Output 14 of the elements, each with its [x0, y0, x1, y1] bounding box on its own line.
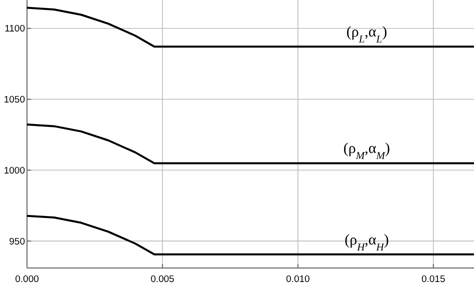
line-series	[26, 214, 474, 256]
annotation: (ρ$_{L}$,α$_{L}$)	[346, 24, 388, 46]
y-tick-label: 1000	[4, 165, 25, 176]
x-tick-label: 0.015	[421, 274, 446, 285]
y-tick-label: 1100	[4, 24, 25, 35]
x-tick-label: 0.005	[150, 274, 174, 285]
x-tick-label: 0.000	[15, 274, 39, 285]
line-series	[26, 6, 474, 48]
annotation: (ρ$_{H}$,α$_{H}$)	[344, 232, 389, 253]
x-tick-label: 0.010	[286, 274, 310, 285]
y-tick-label: 1050	[4, 94, 25, 106]
y-tick-label: 950	[9, 236, 25, 248]
line-series	[26, 124, 474, 164]
annotation: (ρ$_{M}$,α$_{M}$)	[343, 141, 390, 162]
